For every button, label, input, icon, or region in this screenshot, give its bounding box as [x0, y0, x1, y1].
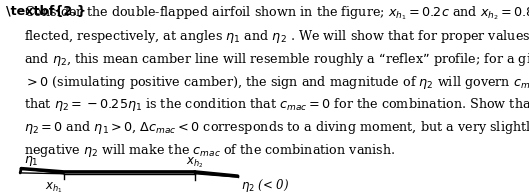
Text: $x_{h_1}$: $x_{h_1}$	[45, 180, 63, 194]
Text: negative $\eta_2$ will make the $c_{mac}$ of the combination vanish.: negative $\eta_2$ will make the $c_{mac}…	[24, 142, 396, 159]
Text: $\eta_2 = 0$ and $\eta_1 > 0$, $\Delta c_{mac} < 0$ corresponds to a diving mome: $\eta_2 = 0$ and $\eta_1 > 0$, $\Delta c…	[24, 119, 529, 136]
Text: $> 0$ (simulating positive camber), the sign and magnitude of $\eta_2$ will gove: $> 0$ (simulating positive camber), the …	[24, 74, 529, 91]
Text: $\eta_2$ (< 0): $\eta_2$ (< 0)	[241, 177, 290, 194]
Text: that $\eta_2 = -0.25\eta_1$ is the condition that $c_{mac} = 0$ for the combinat: that $\eta_2 = -0.25\eta_1$ is the condi…	[24, 96, 529, 113]
Text: $x_{h_2}$: $x_{h_2}$	[186, 156, 204, 170]
Text: and $\eta_2$, this mean camber line will resemble roughly a “reflex” profile; fo: and $\eta_2$, this mean camber line will…	[24, 51, 529, 68]
Text: $\eta_1$: $\eta_1$	[24, 154, 39, 168]
Text: \textbf{2.}: \textbf{2.}	[6, 5, 86, 18]
Text: Consider the double-flapped airfoil shown in the figure; $x_{h_1} = 0.2c$ and $x: Consider the double-flapped airfoil show…	[24, 5, 529, 23]
Text: flected, respectively, at angles $\eta_1$ and $\eta_2$ . We will show that for p: flected, respectively, at angles $\eta_1…	[24, 28, 529, 45]
